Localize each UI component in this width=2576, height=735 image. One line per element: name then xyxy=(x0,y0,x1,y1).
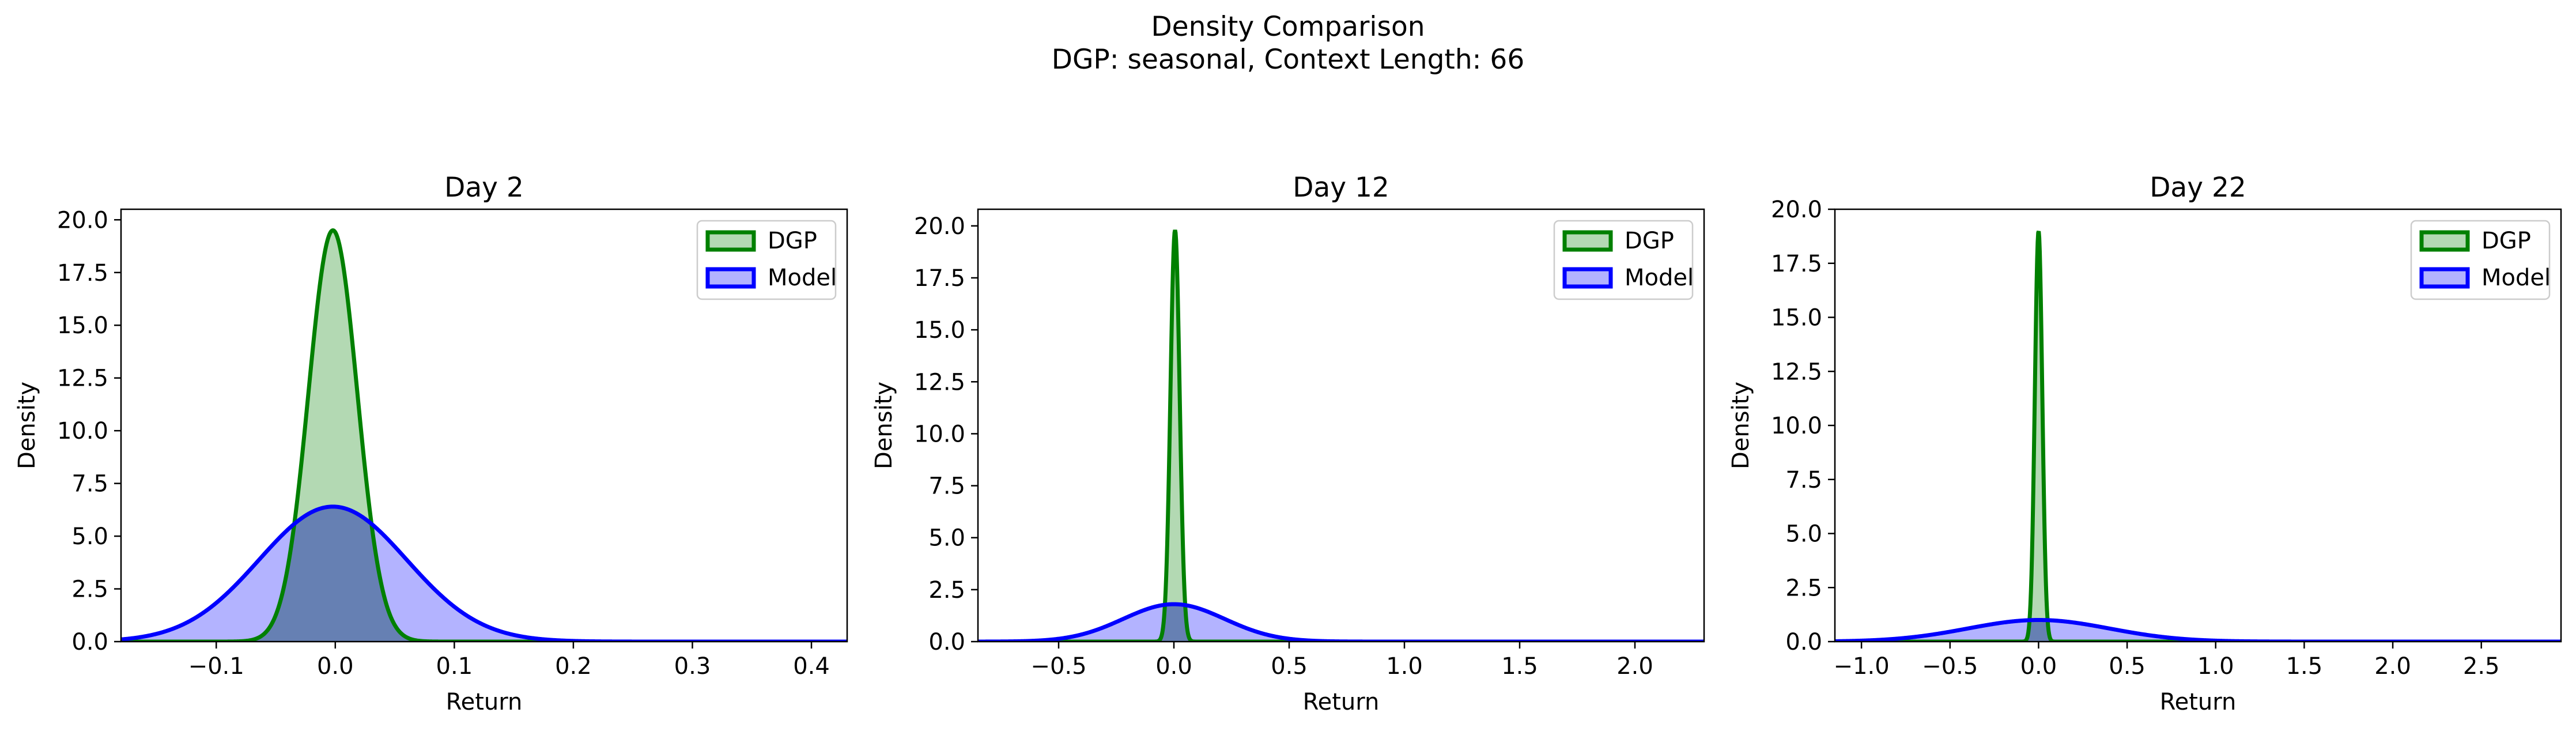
legend-swatch-model xyxy=(705,267,756,289)
y-axis-label: Density xyxy=(1728,382,1754,469)
subplot-1: −0.1 0.0 0.1 0.2 0.3 0.4 0.0 2.5 5.0 7.5 10.0 12.5 1… xyxy=(14,172,848,715)
legend-label: DGP xyxy=(1625,228,1674,254)
legend-swatch-dgp xyxy=(1562,230,1613,252)
y-tick-label: 7.5 xyxy=(71,471,108,497)
legend-swatch-dgp xyxy=(705,230,756,252)
y-tick-label: 5.0 xyxy=(928,525,965,552)
y-axis-label: Density xyxy=(14,382,40,469)
y-tick-label: 12.5 xyxy=(57,365,108,392)
y-tick-label: 20.0 xyxy=(914,213,965,240)
y-tick-label: 2.5 xyxy=(1785,575,1822,601)
subplot-3: −1.0 −0.5 0.0 0.5 1.0 1.5 2.0 2.5 0.0 2.5 5.0 7.5 10… xyxy=(1728,172,2562,715)
x-tick-label: −1.0 xyxy=(1834,653,1890,680)
legend-swatch-model xyxy=(2419,267,2470,289)
x-tick-label: 2.5 xyxy=(2463,653,2500,680)
legend-label: Model xyxy=(768,265,837,291)
x-tick-label: −0.1 xyxy=(188,653,244,680)
subplot-title: Day 2 xyxy=(444,172,524,203)
x-axis-label: Return xyxy=(1303,689,1380,715)
x-tick-label: 1.0 xyxy=(1386,653,1423,680)
y-tick-label: 15.0 xyxy=(57,312,108,339)
figure-subtitle: DGP: seasonal, Context Length: 66 xyxy=(1052,44,1524,76)
y-tick-label: 10.0 xyxy=(1771,413,1822,439)
legend-label: DGP xyxy=(768,228,817,254)
y-tick-label: 17.5 xyxy=(914,265,965,292)
x-axis-label: Return xyxy=(2160,689,2237,715)
x-tick-label: 0.4 xyxy=(793,653,830,680)
y-tick-label: 2.5 xyxy=(71,576,108,603)
plot-area xyxy=(1835,231,2561,642)
y-tick-label: 7.5 xyxy=(928,473,965,500)
subplots: −0.1 0.0 0.1 0.2 0.3 0.4 0.0 2.5 5.0 7.5 10.0 12.5 1… xyxy=(14,172,2562,715)
y-tick-label: 0.0 xyxy=(928,629,965,655)
x-tick-label: −0.5 xyxy=(1922,653,1978,680)
x-tick-label: 0.0 xyxy=(2020,653,2057,680)
y-tick-label: 0.0 xyxy=(71,629,108,655)
x-tick-label: 2.0 xyxy=(1616,653,1653,680)
y-tick-label: 15.0 xyxy=(1771,305,1822,331)
x-tick-label: −0.5 xyxy=(1030,653,1086,680)
x-tick-label: 0.1 xyxy=(436,653,473,680)
y-tick-label: 17.5 xyxy=(1771,251,1822,277)
y-axis-label: Density xyxy=(871,382,897,469)
x-tick-label: 0.0 xyxy=(317,653,354,680)
subplot-title: Day 12 xyxy=(1293,172,1389,203)
model-density-area xyxy=(1835,620,2561,642)
x-tick-label: 1.0 xyxy=(2197,653,2234,680)
x-tick-label: 0.0 xyxy=(1155,653,1192,680)
y-tick-label: 10.0 xyxy=(57,418,108,444)
axes-frame xyxy=(120,208,848,643)
x-tick-label: 0.3 xyxy=(674,653,711,680)
y-tick-label: 20.0 xyxy=(57,207,108,233)
subplot-2: −0.5 0.0 0.5 1.0 1.5 2.0 0.0 2.5 5.0 7.5 10.0 12.5 1… xyxy=(871,172,1705,715)
x-tick-label: 0.5 xyxy=(1271,653,1308,680)
x-tick-label: 2.0 xyxy=(2374,653,2411,680)
legend: DGP Model xyxy=(1553,220,1694,300)
x-tick-label: 0.2 xyxy=(555,653,592,680)
legend-label: Model xyxy=(2481,265,2551,291)
legend-swatch-dgp xyxy=(2419,230,2470,252)
y-tick-label: 2.5 xyxy=(928,577,965,604)
model-density-line xyxy=(121,504,847,642)
overlap-density-area xyxy=(121,506,847,642)
x-tick-label: 1.5 xyxy=(1501,653,1538,680)
model-density-line xyxy=(1835,618,2561,642)
legend: DGP Model xyxy=(696,220,837,300)
legend-label: DGP xyxy=(2481,228,2531,254)
y-tick-label: 7.5 xyxy=(1785,467,1822,493)
subplot-title: Day 22 xyxy=(2150,172,2246,203)
model-density-area xyxy=(978,604,1704,642)
y-tick-label: 15.0 xyxy=(914,317,965,344)
y-tick-label: 0.0 xyxy=(1785,629,1822,655)
y-tick-label: 17.5 xyxy=(57,260,108,287)
y-tick-label: 5.0 xyxy=(71,523,108,550)
x-tick-label: 0.5 xyxy=(2109,653,2146,680)
figure-title: Density Comparison xyxy=(1151,11,1425,43)
x-tick-label: 1.5 xyxy=(2286,653,2323,680)
legend-label: Model xyxy=(1625,265,1694,291)
y-tick-label: 12.5 xyxy=(1771,359,1822,385)
y-tick-label: 20.0 xyxy=(1771,197,1822,223)
y-tick-label: 10.0 xyxy=(914,421,965,447)
axes-frame xyxy=(977,208,1705,643)
y-tick-label: 5.0 xyxy=(1785,521,1822,548)
legend: DGP Model xyxy=(2410,220,2551,300)
y-tick-label: 12.5 xyxy=(914,369,965,395)
model-density-area xyxy=(121,506,847,642)
x-axis-label: Return xyxy=(446,689,523,715)
legend-swatch-model xyxy=(1562,267,1613,289)
